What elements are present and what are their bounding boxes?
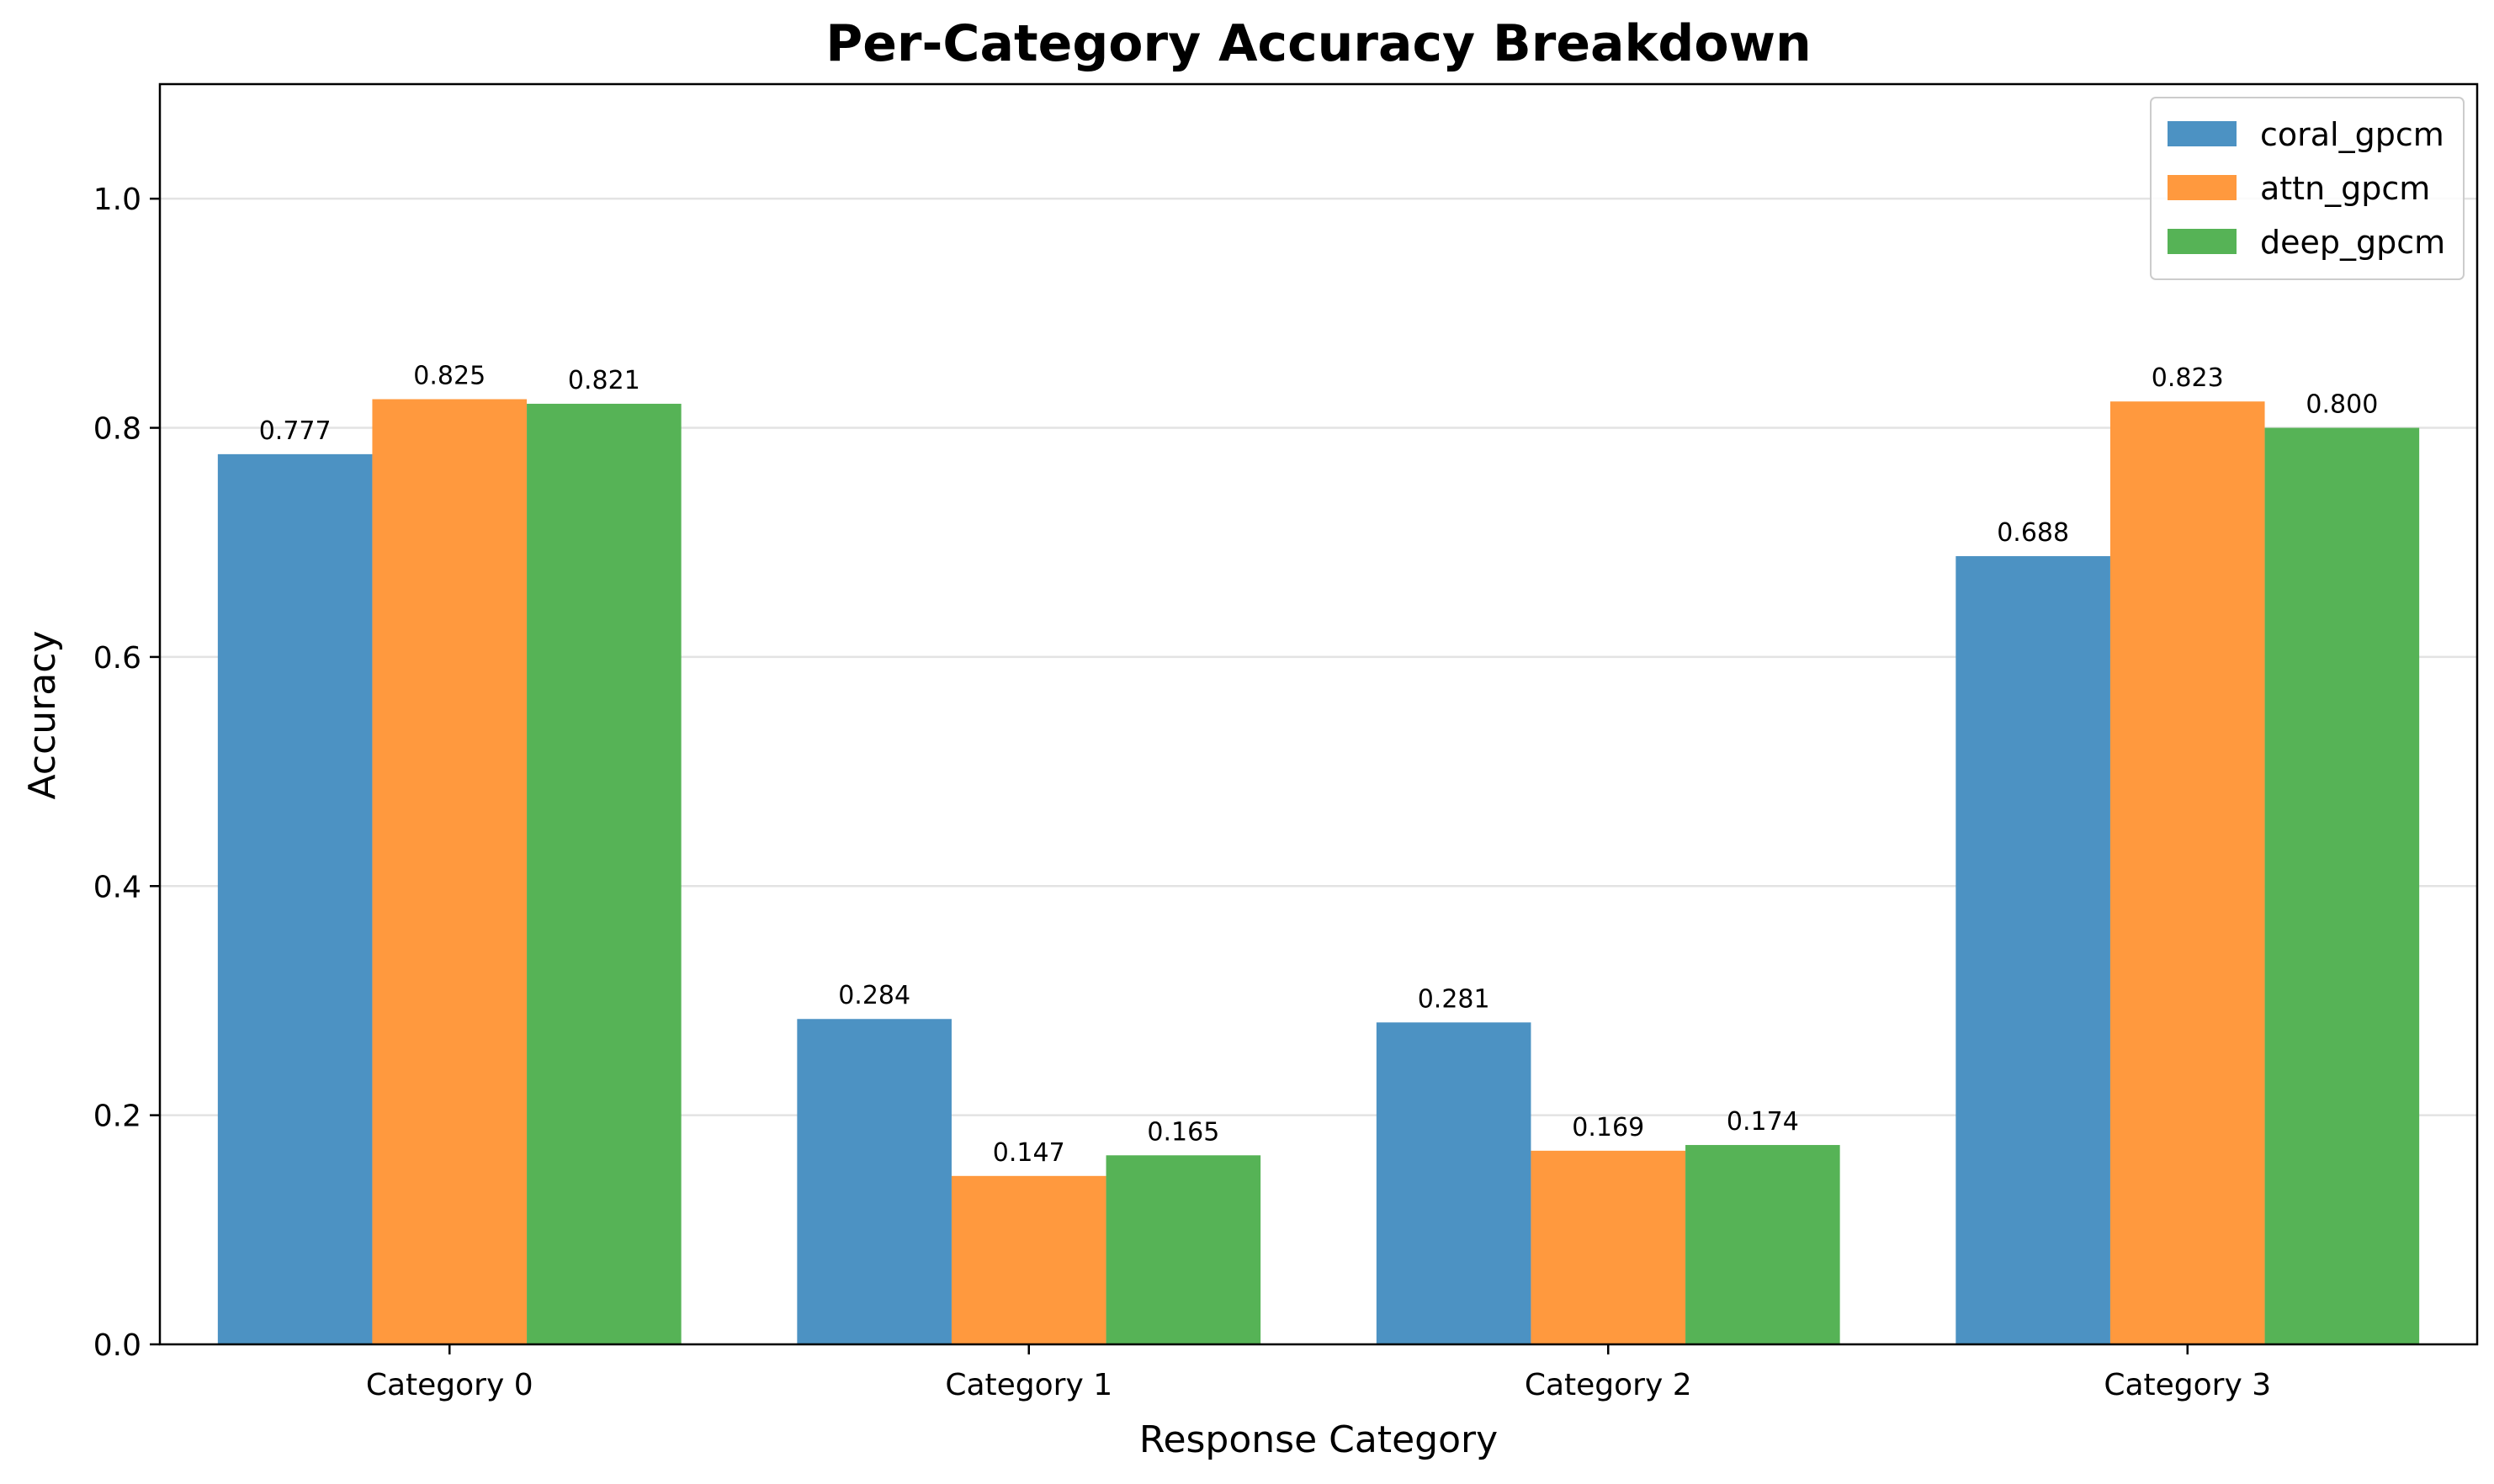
y-tick-label: 0.0 [93,1328,141,1363]
bar-attn_gpcm-3 [2109,401,2265,1344]
chart-title: Per-Category Accuracy Breakdown [825,14,1811,73]
plot-frame [158,82,2479,1346]
x-tick-label: Category 2 [1525,1368,1692,1402]
data-labels: 0.777 0.825 0.821 0.284 0.147 0.165 0.281 0.169… [259,362,2379,1168]
bar-attn_gpcm-2 [1531,1150,1686,1344]
bar-coral_gpcm-3 [1955,556,2110,1344]
legend-swatch-coral_gpcm [2168,121,2237,146]
x-tick-label: Category 1 [945,1368,1112,1402]
data-label: 0.800 [2306,390,2378,420]
data-label: 0.821 [568,366,640,395]
data-label: 0.147 [993,1138,1065,1168]
bar-deep_gpcm-3 [2264,427,2420,1345]
data-label: 0.823 [2152,363,2224,393]
data-label: 0.165 [1147,1117,1219,1147]
data-label: 0.174 [1727,1107,1799,1137]
bar-deep_gpcm-2 [1685,1145,1840,1344]
bar-attn_gpcm-1 [951,1175,1106,1344]
bar-deep_gpcm-1 [1106,1155,1261,1344]
data-label: 0.284 [838,981,910,1010]
bars [217,399,2420,1345]
data-label: 0.688 [1997,518,2069,548]
bar-deep_gpcm-0 [527,403,682,1344]
legend-label-attn_gpcm: attn_gpcm [2260,170,2430,207]
legend-swatch-attn_gpcm [2168,175,2237,200]
legend-swatch-deep_gpcm [2168,229,2237,254]
y-tick-label: 1.0 [93,183,141,217]
legend-label-coral_gpcm: coral_gpcm [2260,116,2444,153]
x-tick-label: Category 3 [2104,1368,2271,1402]
legend-label-deep_gpcm: deep_gpcm [2260,224,2445,261]
y-tick-label: 0.8 [93,412,141,447]
data-label: 0.281 [1418,984,1490,1014]
y-tick-label: 0.4 [93,870,141,904]
legend: coral_gpcm attn_gpcm deep_gpcm [2150,97,2465,280]
data-label: 0.169 [1572,1113,1644,1142]
x-tick-label: Category 0 [366,1368,533,1402]
data-label: 0.825 [413,362,486,391]
data-label: 0.777 [259,416,332,446]
x-axis-label: Response Category [1139,1418,1498,1461]
y-tick-label: 0.2 [93,1100,141,1134]
bar-coral_gpcm-1 [797,1019,952,1344]
bar-coral_gpcm-0 [217,453,373,1345]
axes: 0.0 0.2 0.4 0.6 0.8 1.0 Category 0 Category 1 Ca… [93,82,2479,1402]
y-axis-label: Accuracy [21,631,64,800]
y-tick-label: 0.6 [93,641,141,676]
bar-attn_gpcm-0 [372,399,528,1344]
bar-coral_gpcm-2 [1376,1022,1531,1344]
